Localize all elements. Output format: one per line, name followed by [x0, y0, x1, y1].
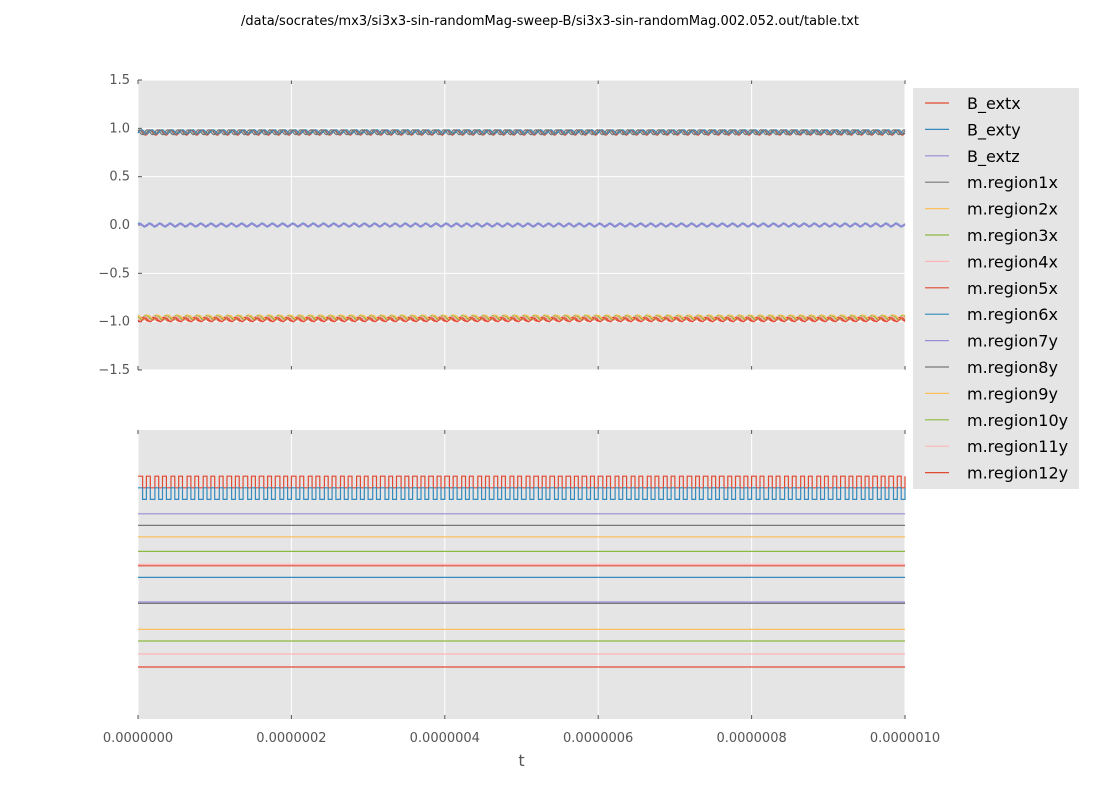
- series-line-m-region8y: [137, 129, 906, 136]
- series-line-m-region12y: [137, 317, 906, 323]
- y-tick-label: 0.5: [109, 170, 130, 185]
- series-line-m-region7y: [137, 223, 906, 227]
- legend-label: m.region7y: [967, 332, 1058, 351]
- x-tick-label: 0.0000008: [716, 731, 786, 746]
- x-tick-label: 0.0000002: [256, 731, 326, 746]
- x-tick-label: 0.0000010: [870, 731, 940, 746]
- legend-label: m.region5x: [967, 279, 1058, 298]
- series-line-m-region6x: [137, 129, 906, 135]
- legend-label: m.region10y: [967, 411, 1068, 430]
- x-axis-label: t: [518, 751, 524, 770]
- legend-label: m.region12y: [967, 464, 1068, 483]
- legend-label: B_extz: [967, 147, 1020, 167]
- legend-label: m.region6x: [967, 305, 1058, 324]
- y-tick-label: 0.0: [109, 218, 130, 233]
- plot-background: [138, 430, 905, 719]
- legend-label: m.region8y: [967, 358, 1058, 377]
- series-line-b-exty: [138, 487, 906, 500]
- x-tick-label: 0.0000000: [103, 731, 173, 746]
- y-tick-label: −0.5: [98, 266, 130, 281]
- legend-label: m.region3x: [967, 226, 1058, 245]
- legend-box: [913, 88, 1079, 489]
- legend-label: m.region11y: [967, 437, 1068, 456]
- x-tick-label: 0.0000004: [410, 731, 480, 746]
- legend-label: m.region4x: [967, 252, 1058, 271]
- y-tick-label: 1.0: [109, 121, 130, 136]
- y-tick-label: 1.5: [109, 73, 130, 88]
- legend-label: m.region1x: [967, 173, 1058, 192]
- y-tick-label: −1.5: [98, 363, 130, 378]
- series-line-m-region5x: [137, 316, 906, 322]
- series-line-b-extz: [138, 223, 906, 227]
- legend-label: m.region2x: [967, 200, 1058, 219]
- legend-label: m.region9y: [967, 384, 1058, 403]
- series-line-b-extx: [137, 129, 906, 136]
- bottom-axes: 0.0000000 0.0000002 0.0000004 0.0000006 0.00…: [103, 430, 940, 770]
- y-tick-label: −1.0: [98, 315, 130, 330]
- figure-title: /data/socrates/mx3/si3x3-sin-randomMag-s…: [241, 14, 859, 29]
- legend-label: B_exty: [967, 120, 1021, 140]
- legend: B_extx B_exty B_extz m.region1x m.region2x m.…: [913, 88, 1079, 489]
- top-axes: 1.5 1.0 0.5 0.0 −0.5 −1.0 −1.5: [98, 73, 906, 378]
- legend-label: B_extx: [967, 94, 1021, 114]
- x-tick-label: 0.0000006: [563, 731, 633, 746]
